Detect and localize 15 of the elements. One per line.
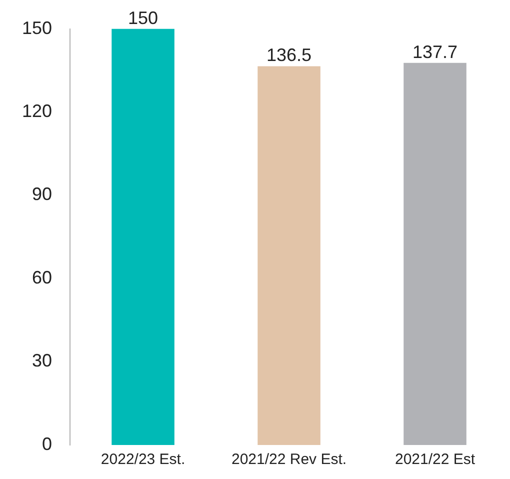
- y-tick-label: 150: [22, 18, 52, 38]
- bar: [112, 28, 174, 445]
- x-tick-label: 2021/22 Est: [394, 451, 476, 468]
- x-tick-label: 2021/22 Rev Est.: [231, 451, 347, 468]
- y-tick-label: 120: [22, 101, 52, 122]
- bar: [404, 62, 466, 445]
- y-tick-label: 0: [42, 434, 52, 454]
- bar: [258, 66, 320, 445]
- data-label: 136.5: [266, 45, 312, 66]
- y-tick-label: 90: [32, 184, 52, 204]
- y-tick-label: 60: [32, 267, 52, 288]
- data-label: 150: [128, 8, 158, 28]
- x-tick-label: 2022/23 Est.: [100, 451, 186, 468]
- data-label: 137.7: [412, 42, 458, 62]
- y-tick-label: 30: [32, 350, 52, 371]
